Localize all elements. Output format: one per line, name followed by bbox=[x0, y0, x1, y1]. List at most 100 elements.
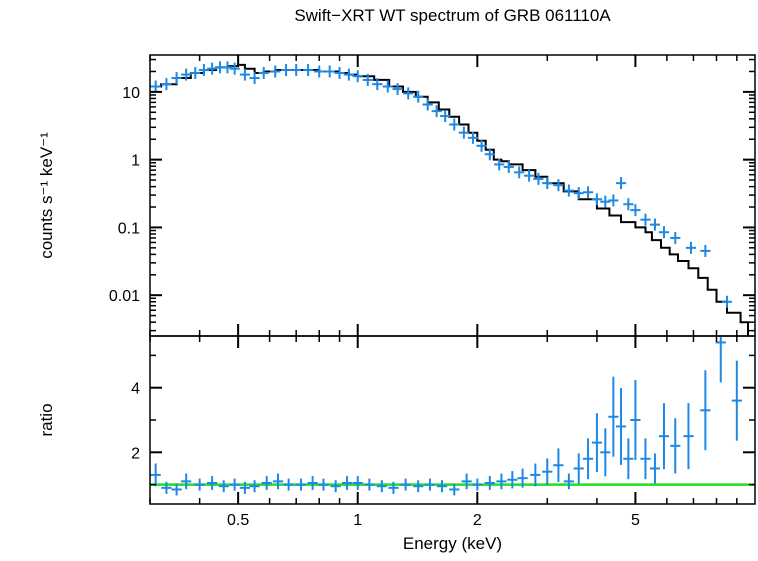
ratio-y-tick-label: 2 bbox=[131, 445, 140, 462]
ratio-data-point bbox=[683, 403, 694, 470]
ratio-data-point bbox=[330, 480, 341, 493]
spectrum-data-point bbox=[372, 78, 383, 91]
spectrum-data-point bbox=[640, 213, 651, 226]
spectrum-data-point bbox=[670, 231, 681, 244]
ratio-data-point bbox=[295, 478, 307, 491]
spectrum-data-point bbox=[207, 62, 218, 75]
ratio-data-point bbox=[272, 473, 284, 490]
spectrum-data-point bbox=[249, 72, 260, 85]
spectrum-data-point bbox=[198, 64, 209, 77]
ratio-data-point bbox=[307, 476, 318, 490]
spectrum-frame bbox=[149, 54, 756, 337]
ratio-data-point bbox=[376, 480, 387, 493]
spectrum-data-point bbox=[582, 186, 594, 199]
spectrum-data-point bbox=[503, 160, 514, 173]
ratio-data-point bbox=[424, 478, 436, 491]
ratio-data-points bbox=[150, 337, 742, 496]
spectrum-data-point bbox=[171, 72, 182, 85]
ratio-data-point bbox=[670, 418, 681, 474]
spectrum-data-point bbox=[222, 61, 233, 74]
spectrum-data-point bbox=[181, 68, 192, 81]
ratio-data-point bbox=[553, 448, 564, 483]
ratio-data-point bbox=[640, 438, 651, 480]
ratio-data-point bbox=[658, 403, 670, 470]
ratio-data-point bbox=[207, 476, 218, 490]
spectrum-data-point bbox=[514, 166, 525, 179]
ratio-data-point bbox=[591, 413, 603, 473]
spectrum-data-point bbox=[700, 244, 711, 257]
spectrum-data-point bbox=[270, 65, 281, 78]
x-tick-label: 5 bbox=[631, 512, 640, 529]
ratio-data-point bbox=[229, 478, 240, 491]
spectrum-data-point bbox=[258, 66, 269, 79]
ratio-data-point bbox=[517, 468, 528, 488]
model-curve bbox=[150, 63, 749, 336]
spectrum-data-point bbox=[658, 226, 670, 239]
ratio-data-point bbox=[341, 476, 353, 490]
spectrum-data-point bbox=[533, 172, 544, 185]
ratio-data-point bbox=[181, 473, 192, 490]
spectrum-data-point bbox=[484, 148, 495, 161]
ratio-data-point bbox=[582, 438, 594, 480]
x-tick-label: 2 bbox=[473, 512, 482, 529]
ratio-data-point bbox=[449, 483, 460, 496]
ratio-data-point bbox=[388, 481, 399, 494]
spectrum-data-point bbox=[591, 193, 603, 206]
spectrum-data-point bbox=[431, 105, 442, 118]
ratio-data-point bbox=[472, 478, 483, 491]
ratio-data-point bbox=[261, 476, 272, 490]
spectrum-data-point bbox=[467, 131, 479, 144]
spectrum-data-point bbox=[239, 68, 251, 81]
ratio-data-point bbox=[484, 476, 495, 490]
spectrum-data-point bbox=[190, 66, 201, 79]
spectrum-data-point bbox=[440, 110, 451, 123]
ratio-data-point bbox=[563, 473, 574, 490]
spectrum-data-point bbox=[721, 295, 733, 308]
spectrum-data-point bbox=[413, 90, 424, 103]
ratio-data-point bbox=[700, 370, 711, 451]
spectrum-data-point bbox=[600, 195, 611, 208]
ratio-data-point bbox=[352, 476, 363, 490]
x-axis-label: Energy (keV) bbox=[403, 534, 502, 553]
spectrum-data-point bbox=[229, 62, 240, 75]
ratio-data-point bbox=[461, 473, 472, 490]
x-tick-label: 0.5 bbox=[227, 512, 249, 529]
spectrum-data-point bbox=[523, 169, 535, 182]
ratio-data-point bbox=[715, 337, 726, 383]
spectrum-data-point bbox=[449, 118, 460, 131]
spectrum-data-point bbox=[150, 80, 161, 93]
spectrum-data-point bbox=[280, 64, 292, 77]
ratio-data-point bbox=[649, 453, 661, 484]
x-tick-label: 1 bbox=[353, 512, 362, 529]
spectrum-data-point bbox=[608, 194, 619, 207]
spectrum-data-point bbox=[615, 177, 627, 190]
ratio-y-tick-label: 4 bbox=[131, 381, 140, 398]
y-axis-label-spectrum: counts s⁻¹ keV⁻¹ bbox=[37, 132, 56, 259]
ratio-data-point bbox=[530, 463, 541, 487]
spectrum-data-point bbox=[161, 78, 172, 91]
spectrum-data-point bbox=[422, 98, 433, 111]
spectrum-data-point bbox=[324, 65, 335, 78]
spectrum-data-point bbox=[362, 73, 373, 86]
ratio-data-point bbox=[630, 380, 641, 460]
spectrum-data-point bbox=[649, 218, 661, 231]
y-axis-label-ratio: ratio bbox=[37, 403, 56, 436]
chart-title: Swift−XRT WT spectrum of GRB 061110A bbox=[294, 6, 611, 25]
spectrum-data-point bbox=[623, 198, 634, 211]
spectrum-data-point bbox=[542, 177, 553, 190]
ratio-data-point bbox=[400, 478, 411, 491]
ratio-data-point bbox=[239, 481, 251, 494]
spectrum-data-point bbox=[334, 66, 345, 79]
ratio-data-point bbox=[542, 458, 553, 485]
spectrum-data-point bbox=[403, 87, 414, 100]
ratio-data-point bbox=[249, 480, 260, 493]
y-tick-label: 10 bbox=[122, 85, 140, 102]
spectrum-data-point bbox=[553, 179, 564, 192]
ratio-data-point bbox=[150, 463, 161, 487]
y-tick-label: 0.01 bbox=[109, 288, 140, 305]
ratio-data-point bbox=[436, 480, 448, 493]
spectrum-data-point bbox=[563, 184, 574, 197]
ratio-data-point bbox=[731, 360, 742, 441]
spectrum-data-points bbox=[150, 61, 733, 308]
